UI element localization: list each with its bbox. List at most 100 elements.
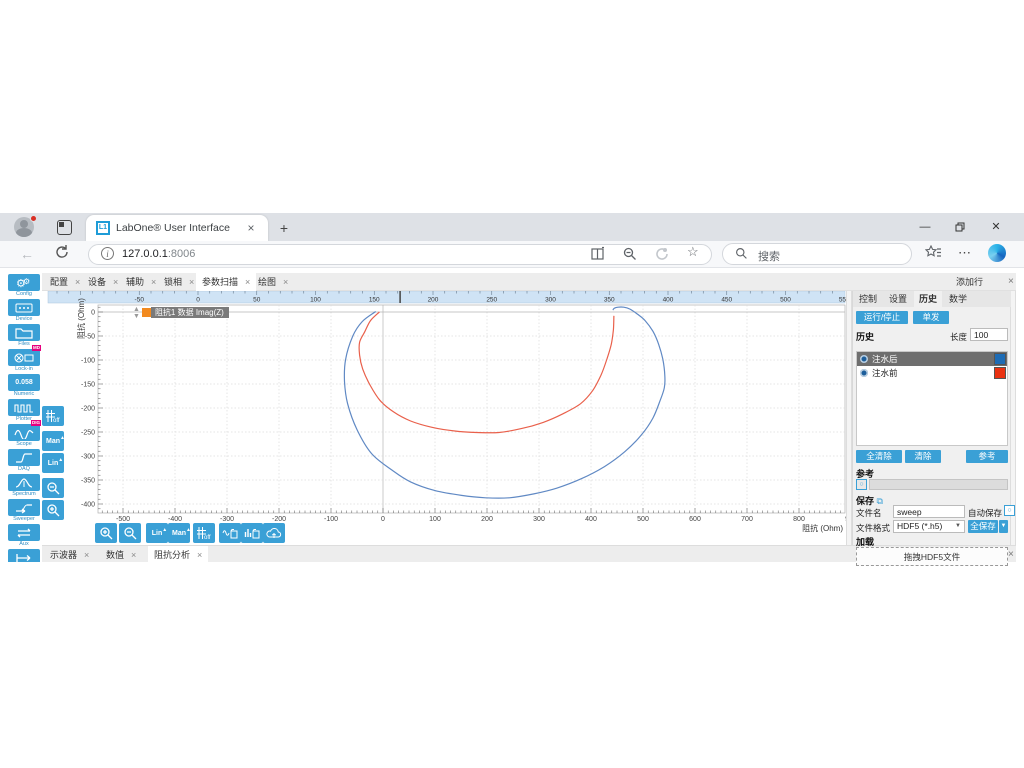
run-stop-button[interactable]: 运行/停止 [856, 311, 908, 324]
favorite-star-icon[interactable]: ☆ [687, 244, 699, 259]
y-axis-zoom-in-button[interactable] [42, 500, 64, 520]
plot-legend[interactable]: ▲ ▼ 阻抗1 数据 Imag(Z) [133, 305, 229, 320]
x-axis-save-trace-button[interactable] [219, 523, 241, 543]
tab-actions-icon[interactable] [57, 220, 72, 235]
tab-close-icon[interactable]: × [247, 221, 255, 235]
tab-top-3[interactable]: 辅助 × [120, 273, 162, 291]
sidebar-item-scope[interactable]: DIG Scope [8, 420, 41, 448]
sidebar-item-config[interactable]: ⚙ ⚙ Config [8, 274, 40, 298]
tab-top-6[interactable]: 绘图 × [252, 273, 294, 291]
browser-tab[interactable] [86, 215, 268, 241]
back-icon[interactable]: ← [20, 246, 34, 262]
tab-bottom-1[interactable]: 示波器 × [44, 546, 95, 564]
tab-close-icon[interactable]: × [189, 277, 195, 287]
tab-top-4[interactable]: 锁相 × [158, 273, 200, 291]
sidebar-item-files[interactable]: Files [8, 324, 40, 348]
tab-close-icon[interactable]: × [283, 277, 289, 287]
sidebar-item-sweeper[interactable]: Sweeper [8, 499, 40, 523]
external-link-icon[interactable]: ⧉ [876, 496, 883, 506]
reference-button[interactable]: 参考 [966, 450, 1008, 463]
plot-canvas[interactable] [97, 304, 846, 514]
sidebar-item-inout[interactable] [8, 549, 40, 562]
plot-overview-ruler[interactable] [47, 291, 846, 304]
tab-bottom-2[interactable]: 数值 × [100, 546, 142, 564]
sidebar-item-spectrum[interactable]: Spectrum [8, 474, 40, 498]
single-button[interactable]: 单发 [913, 311, 949, 324]
panel-tab-2[interactable]: 设置 [889, 294, 908, 304]
filename-input[interactable] [893, 505, 965, 518]
y-axis-zoom-out-button[interactable] [42, 478, 64, 498]
impedance-plot[interactable]: -50 0 50 100 150 200 250 300 350 400 450 500 550-500… [44, 291, 850, 533]
window-minimize-button[interactable]: — [919, 221, 931, 233]
history-row-2[interactable]: 注水前 [857, 366, 1007, 380]
clear-button[interactable]: 清除 [905, 450, 941, 463]
clear-all-button[interactable]: 全清除 [856, 450, 902, 463]
x-axis-cloud-upload-button[interactable] [263, 523, 285, 543]
tab-close-icon[interactable]: × [245, 277, 251, 287]
reference-toggle[interactable]: ○ [856, 479, 867, 490]
split-screen-icon[interactable] [590, 246, 607, 263]
right-scrollbar[interactable] [1010, 291, 1016, 545]
site-info-icon[interactable]: i [101, 247, 114, 260]
window-close-button[interactable]: ✕ [991, 221, 1001, 233]
x-axis-grid-off-button[interactable]: off [193, 523, 215, 543]
visibility-dot-icon[interactable] [860, 369, 868, 377]
favorites-bar-icon[interactable] [924, 244, 942, 262]
reference-input[interactable] [869, 479, 1008, 490]
x-axis-save-data-button[interactable] [241, 523, 263, 543]
svg-text:-400: -400 [81, 502, 95, 509]
row-close-icon[interactable]: × [1008, 549, 1014, 560]
trace-color-swatch[interactable] [994, 353, 1006, 365]
new-tab-button[interactable]: + [279, 220, 289, 236]
sidebar-item-daq[interactable]: DAQ [8, 449, 40, 473]
panel-tab-4[interactable]: 数学 [949, 294, 968, 304]
panel-tab-3[interactable]: 历史 [914, 291, 943, 307]
tab-close-icon[interactable]: × [197, 550, 203, 560]
copilot-icon[interactable] [988, 244, 1006, 262]
row-close-icon[interactable]: × [1008, 276, 1014, 287]
sidebar-item-device[interactable]: Device [8, 299, 40, 323]
profile-avatar-icon[interactable] [14, 217, 34, 237]
length-input[interactable] [970, 328, 1008, 341]
format-select[interactable]: HDF5 (*.h5) ▼ [893, 520, 965, 533]
tab-close-icon[interactable]: × [113, 277, 119, 287]
sidebar-item-numeric[interactable]: 0.058 Numeric [8, 374, 40, 398]
trace-color-swatch[interactable] [994, 367, 1006, 379]
sidebar-item-aux[interactable]: Aux [8, 524, 40, 548]
legend-drag-icon[interactable]: ▲ ▼ [133, 305, 140, 320]
tab-close-icon[interactable]: × [75, 277, 81, 287]
x-axis-zoom-in-button[interactable] [95, 523, 117, 543]
y-axis-grid-off-button[interactable]: off [42, 406, 64, 426]
x-axis-lin-button[interactable]: Lin ▲ [146, 523, 168, 543]
sidebar-item-lockin[interactable]: MD Lock-in [8, 345, 41, 373]
x-axis-zoom-out-button[interactable] [119, 523, 141, 543]
tab-top-2[interactable]: 设备 × [82, 273, 124, 291]
browser-menu-icon[interactable]: ⋯ [958, 245, 972, 260]
panel-tab-1[interactable]: 控制 [859, 294, 878, 304]
zoom-out-page-icon[interactable] [622, 246, 639, 263]
y-axis-lin-button[interactable]: Lin ▲ [42, 453, 64, 473]
reload-icon[interactable] [54, 244, 70, 260]
hdf5-drop-zone[interactable]: 拖拽HDF5文件 [856, 547, 1008, 566]
save-all-button[interactable]: 全保存 [968, 520, 998, 533]
visibility-dot-icon[interactable] [860, 355, 868, 363]
search-box[interactable] [722, 243, 912, 265]
add-row-button[interactable]: 添加行 [956, 277, 984, 287]
autosave-checkbox[interactable]: ○ [1004, 505, 1015, 516]
daq-icon [8, 449, 40, 466]
browser-essentials-icon[interactable] [654, 246, 671, 263]
x-axis-man-button[interactable]: Man ▲ [168, 523, 191, 543]
sidebar-item-plotter[interactable]: Plotter [8, 399, 40, 423]
tab-top-5[interactable]: 参数扫描 × [196, 273, 257, 291]
tab-close-icon[interactable]: × [131, 550, 137, 560]
y-axis-man-button[interactable]: Man ▲ [42, 431, 65, 451]
address-bar[interactable] [88, 244, 712, 265]
window-restore-button[interactable] [952, 219, 968, 235]
tab-close-icon[interactable]: × [84, 550, 90, 560]
tab-top-1[interactable]: 配置 × [44, 273, 86, 291]
tab-close-icon[interactable]: × [151, 277, 157, 287]
save-all-dropdown[interactable]: ▼ [999, 520, 1008, 533]
panel-splitter[interactable] [846, 291, 852, 545]
history-row-1[interactable]: 注水后 [857, 352, 1007, 366]
tab-bottom-3[interactable]: 阻抗分析 × [148, 546, 209, 564]
